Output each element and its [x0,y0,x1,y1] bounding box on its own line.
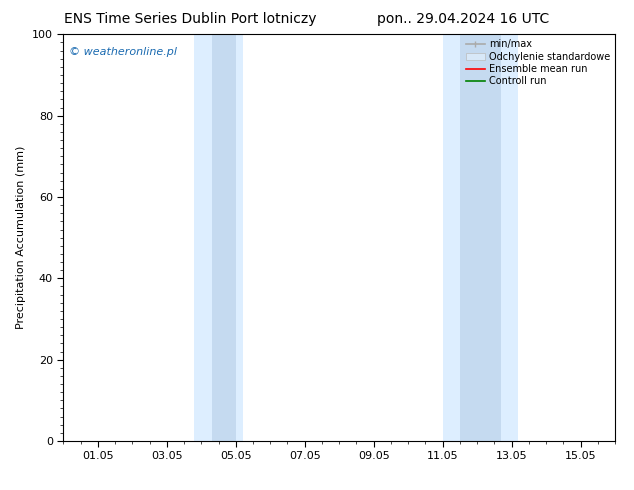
Text: ENS Time Series Dublin Port lotniczy: ENS Time Series Dublin Port lotniczy [64,12,316,26]
Bar [195,34,243,441]
Y-axis label: Precipitation Accumulation (mm): Precipitation Accumulation (mm) [16,146,27,329]
Text: pon.. 29.04.2024 16 UTC: pon.. 29.04.2024 16 UTC [377,12,549,26]
Text: © weatheronline.pl: © weatheronline.pl [69,47,177,56]
Bar [460,34,501,441]
Bar [212,34,236,441]
Legend: min/max, Odchylenie standardowe, Ensemble mean run, Controll run: min/max, Odchylenie standardowe, Ensembl… [463,37,612,88]
Bar [443,34,519,441]
